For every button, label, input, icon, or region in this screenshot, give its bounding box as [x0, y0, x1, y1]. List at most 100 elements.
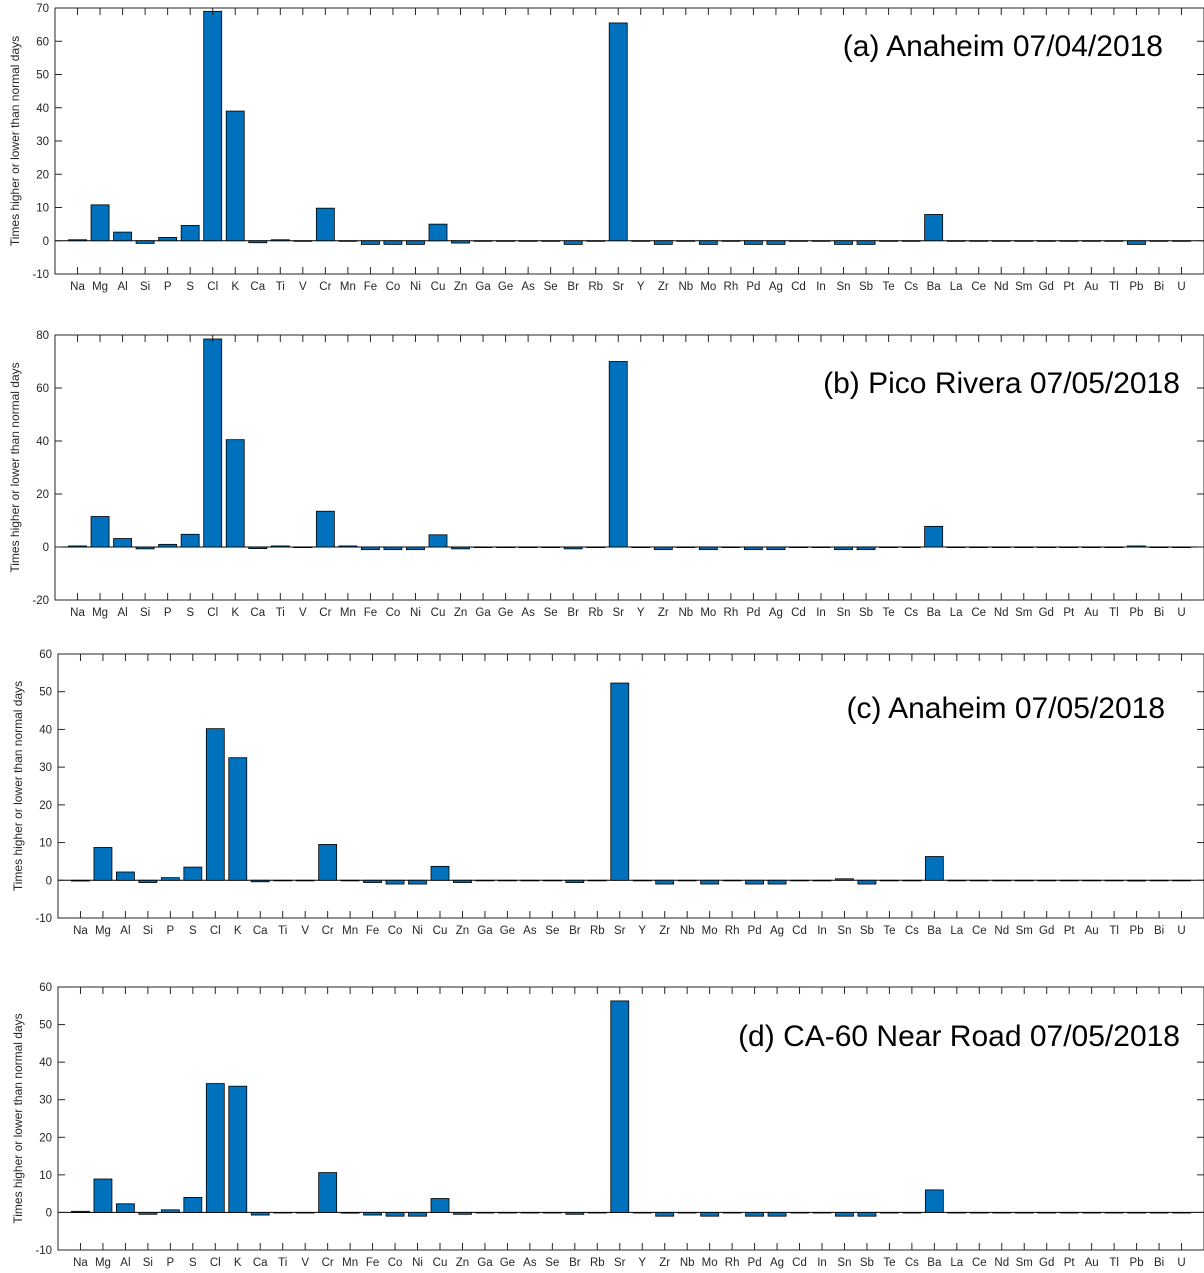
bar-sn [835, 1212, 854, 1217]
x-tick-label: In [817, 1257, 827, 1269]
bar-sr [610, 682, 630, 881]
x-tick-label: Pb [1130, 925, 1144, 937]
x-tick-label: Te [883, 281, 895, 293]
bar-k [225, 110, 245, 242]
x-tick-label: S [186, 281, 194, 293]
bar-mo [698, 240, 718, 245]
y-tick-label: 30 [39, 1095, 52, 1107]
bar-ge [496, 240, 515, 242]
x-tick-label: Se [545, 1257, 559, 1269]
x-tick-label: Mg [92, 607, 108, 619]
y-tick-label: 40 [36, 436, 49, 448]
chart-panel-d: Na Mg Al Si P S Cl K Ca Ti V Cr Mn Fe Co Ni Cu Zn Ga Ge As Se… [11, 982, 1204, 1269]
y-axis-label: Times higher or lower than normal days [11, 1013, 25, 1223]
bar-mg [90, 516, 110, 548]
y-axis-label: Times higher or lower than normal days [8, 362, 22, 572]
x-tick-label: Sb [860, 1257, 874, 1269]
x-tick-label: Sb [859, 281, 873, 293]
bar-cr [318, 844, 338, 881]
x-tick-label: Gd [1039, 925, 1054, 937]
x-tick-label: In [816, 607, 826, 619]
bar-cd [789, 546, 808, 549]
x-tick-label: Rh [724, 281, 739, 293]
x-tick-label: Si [140, 607, 150, 619]
x-tick-label: Pd [746, 281, 760, 293]
x-tick-label: Si [143, 1257, 153, 1269]
panel-title: (a) Anaheim 07/04/2018 [843, 30, 1163, 63]
bar-cs [902, 879, 922, 882]
bar-pd [744, 240, 763, 245]
bar-sm [1014, 240, 1034, 242]
x-tick-label: Se [544, 281, 558, 293]
bar-u [1172, 546, 1191, 549]
bar-ag [767, 879, 787, 885]
bar-rb [587, 879, 607, 882]
x-tick-label: Ca [253, 925, 268, 937]
x-tick-label: Ge [498, 281, 513, 293]
y-tick-label: 10 [39, 838, 52, 850]
bar-zr [653, 546, 673, 551]
x-tick-label: Al [117, 281, 127, 293]
bar-ca [250, 1212, 270, 1216]
x-tick-label: Ce [971, 281, 986, 293]
bar-v [295, 1212, 315, 1214]
x-tick-label: Pt [1064, 925, 1076, 937]
x-tick-label: Al [117, 607, 127, 619]
panel-title: (c) Anaheim 07/05/2018 [846, 692, 1165, 725]
x-tick-label: Sb [860, 925, 874, 937]
x-tick-label: Cu [433, 1257, 448, 1269]
bar-cu [430, 865, 450, 881]
x-tick-label: Te [883, 925, 895, 937]
bar-tl [1104, 1212, 1124, 1214]
x-tick-label: U [1177, 281, 1185, 293]
x-tick-label: Br [567, 607, 579, 619]
bar-cd [789, 240, 808, 242]
bar-sm [1014, 879, 1034, 882]
bar-y [632, 1212, 652, 1214]
x-tick-label: Ni [410, 607, 421, 619]
x-tick-label: Sn [837, 1257, 851, 1269]
bar-p [160, 877, 180, 881]
bar-au [1081, 240, 1101, 242]
panel-title: (d) CA-60 Near Road 07/05/2018 [738, 1020, 1180, 1053]
x-tick-label: Na [70, 281, 85, 293]
bar-gd [1037, 1212, 1057, 1214]
bar-gd [1036, 546, 1056, 549]
x-tick-label: Mn [340, 607, 356, 619]
bar-ga [473, 240, 493, 242]
x-tick-label: P [164, 281, 172, 293]
x-tick-label: Ba [927, 281, 942, 293]
x-tick-label: Mg [92, 281, 108, 293]
x-tick-label: Ge [500, 1257, 515, 1269]
x-tick-label: Co [388, 1257, 403, 1269]
bar-cl [203, 338, 223, 548]
bar-sb [857, 879, 877, 885]
y-tick-label: 20 [39, 1132, 52, 1144]
bar-nd [991, 546, 1011, 549]
bar-si [135, 240, 155, 244]
x-tick-label: Te [883, 1257, 895, 1269]
x-tick-label: In [816, 281, 826, 293]
bar-sn [835, 878, 854, 881]
bar-cr [315, 510, 335, 548]
x-tick-label: Fe [364, 281, 377, 293]
x-tick-label: Ti [276, 607, 285, 619]
y-tick-label: -10 [32, 269, 49, 281]
bar-ti [270, 545, 290, 548]
bar-bi [1149, 240, 1169, 242]
bar-se [542, 1212, 562, 1214]
bar-al [113, 538, 133, 548]
bar-ca [248, 546, 268, 549]
bar-te [880, 879, 899, 882]
bar-y [631, 240, 651, 242]
x-tick-label: Cl [210, 925, 221, 937]
x-tick-label: Cd [791, 607, 806, 619]
x-tick-label: Bi [1154, 281, 1164, 293]
x-tick-label: Zn [454, 607, 467, 619]
bar-as [520, 1212, 540, 1214]
x-tick-label: Ag [770, 925, 784, 937]
x-tick-label: S [186, 607, 194, 619]
x-tick-label: Y [637, 607, 645, 619]
x-tick-label: Sm [1016, 925, 1033, 937]
x-tick-label: Gd [1039, 607, 1054, 619]
